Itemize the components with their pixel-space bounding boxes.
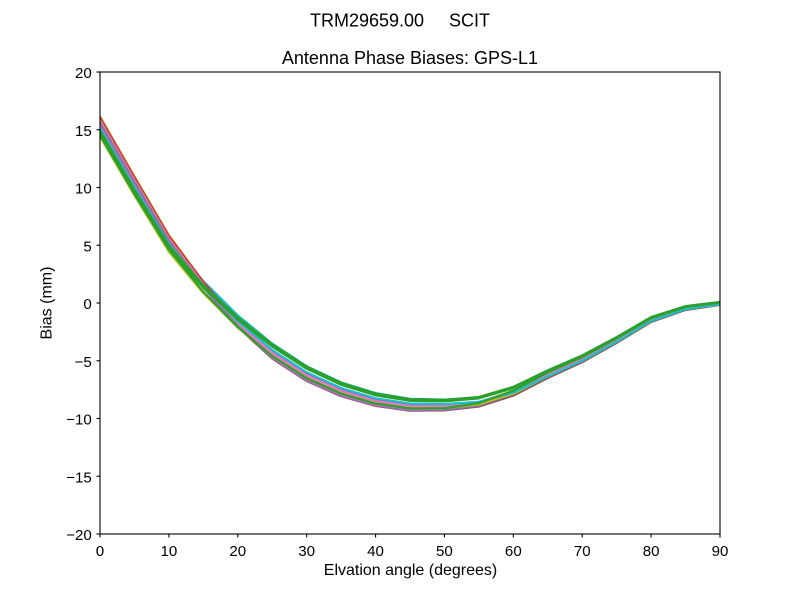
svg-text:Elvation angle (degrees): Elvation angle (degrees): [324, 562, 497, 579]
svg-text:Antenna Phase Biases: GPS-L1: Antenna Phase Biases: GPS-L1: [282, 48, 538, 68]
svg-text:90: 90: [712, 543, 729, 560]
svg-text:30: 30: [298, 543, 315, 560]
svg-text:−20: −20: [66, 527, 92, 544]
svg-text:0: 0: [96, 543, 104, 560]
svg-text:40: 40: [367, 543, 384, 560]
svg-text:60: 60: [505, 543, 522, 560]
svg-text:Bias (mm): Bias (mm): [39, 267, 56, 340]
svg-text:15: 15: [75, 123, 92, 140]
svg-text:20: 20: [229, 543, 246, 560]
svg-text:0: 0: [83, 296, 91, 313]
svg-text:TRM29659.00 SCIT: TRM29659.00 SCIT: [310, 10, 490, 30]
svg-text:50: 50: [436, 543, 453, 560]
svg-text:−10: −10: [66, 412, 92, 429]
svg-text:5: 5: [83, 238, 91, 255]
svg-text:20: 20: [75, 65, 92, 82]
svg-text:80: 80: [643, 543, 660, 560]
svg-text:−15: −15: [66, 469, 92, 486]
svg-text:70: 70: [574, 543, 591, 560]
svg-text:10: 10: [160, 543, 177, 560]
svg-text:10: 10: [75, 181, 92, 198]
svg-text:−5: −5: [75, 354, 92, 371]
